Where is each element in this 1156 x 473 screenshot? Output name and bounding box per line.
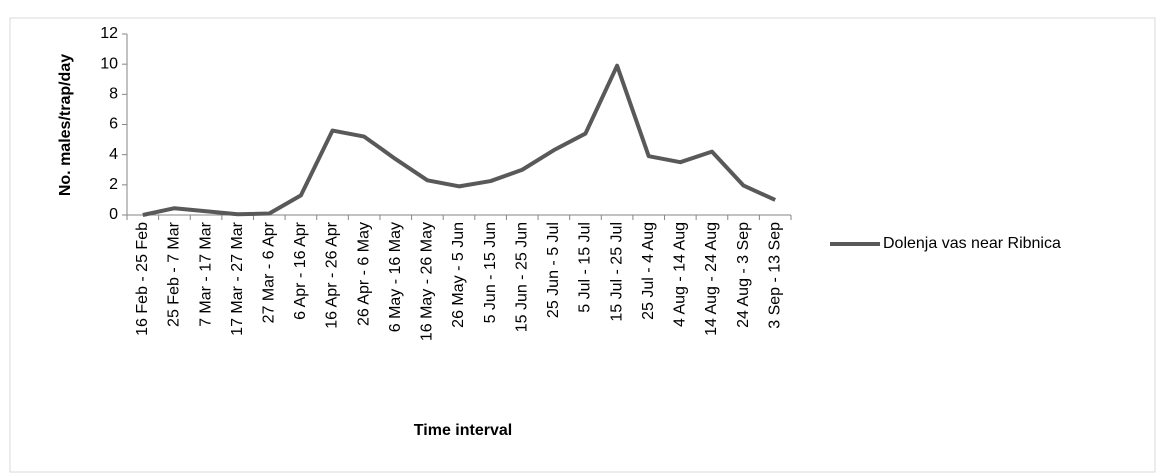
x-tick-label: 27 Mar - 6 Apr (261, 221, 278, 323)
x-tick-label: 3 Sep - 13 Sep (766, 222, 783, 329)
x-tick-label: 6 Apr - 16 Apr (292, 221, 309, 320)
x-tick-label: 25 Jul - 4 Aug (640, 222, 657, 320)
legend-label: Dolenja vas near Ribnica (883, 235, 1061, 252)
x-tick-label: 4 Aug - 14 Aug (672, 222, 689, 327)
x-tick-label: 24 Aug - 3 Sep (735, 222, 752, 328)
y-tick-label: 12 (100, 25, 118, 42)
x-tick-label: 5 Jun - 15 Jun (482, 222, 499, 323)
x-tick-label: 25 Feb - 7 Mar (166, 221, 183, 327)
x-tick-label: 15 Jul - 25 Jul (608, 222, 625, 322)
x-tick-label: 25 Jun - 5 Jul (545, 222, 562, 318)
y-axis-title: No. males/trap/day (57, 54, 74, 196)
x-tick-label: 6 May - 16 May (387, 222, 404, 332)
x-tick-label: 5 Jul - 15 Jul (577, 222, 594, 313)
x-tick-label: 26 May - 5 Jun (450, 222, 467, 328)
x-tick-label: 14 Aug - 24 Aug (703, 222, 720, 336)
y-tick-label: 2 (109, 176, 118, 193)
x-tick-label: 7 Mar - 17 Mar (197, 221, 214, 327)
x-tick-label: 16 Apr - 26 Apr (324, 221, 341, 328)
x-tick-label: 26 Apr - 6 May (355, 222, 372, 326)
y-tick-label: 0 (109, 206, 118, 223)
x-axis-title: Time interval (414, 422, 512, 439)
x-tick-label: 16 Feb - 25 Feb (134, 222, 151, 336)
x-tick-label: 15 Jun - 25 Jun (513, 222, 530, 332)
data-line (142, 63, 777, 217)
y-tick-label: 10 (100, 55, 118, 72)
x-tick-label: 16 May - 26 May (419, 222, 436, 341)
chart-frame (9, 17, 1156, 473)
y-tick-label: 4 (109, 146, 118, 163)
y-tick-label: 6 (109, 116, 118, 133)
y-tick-label: 8 (109, 86, 118, 103)
x-tick-label: 17 Mar - 27 Mar (229, 221, 246, 335)
